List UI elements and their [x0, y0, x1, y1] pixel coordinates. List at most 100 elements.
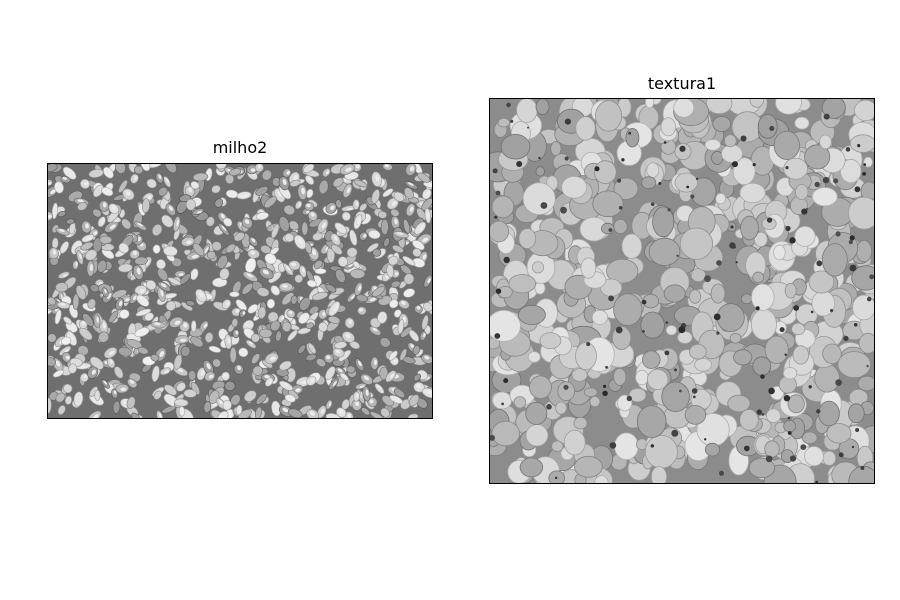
kernel-shape [334, 222, 347, 234]
kernel-highlight [246, 273, 254, 278]
granule-shape [783, 419, 797, 433]
kernel-highlight [416, 384, 421, 389]
kernel-highlight [167, 295, 174, 298]
kernel-highlight [96, 316, 99, 323]
kernel-highlight [120, 387, 127, 392]
kernel-shape [359, 203, 368, 212]
kernel-highlight [129, 335, 137, 339]
kernel-highlight [62, 177, 67, 180]
kernel-shape [417, 172, 431, 183]
kernel-shape [332, 177, 344, 188]
kernel-highlight [203, 323, 208, 328]
granule-shape [715, 192, 727, 205]
granule-shape [529, 375, 552, 400]
kernel-highlight [326, 355, 331, 360]
kernel-shape [126, 339, 143, 349]
granule-shape [821, 243, 848, 277]
kernel-highlight [328, 401, 332, 406]
kernel-shape [386, 264, 395, 278]
kernel-highlight [286, 170, 290, 175]
kernel-shape [294, 274, 303, 283]
kernel-shape [263, 196, 277, 208]
kernel-highlight [113, 390, 117, 395]
kernel-shape [190, 181, 200, 190]
kernel-highlight [101, 218, 105, 224]
kernel-shape [421, 314, 429, 330]
kernel-highlight [134, 176, 138, 181]
granule-shape [652, 206, 675, 238]
kernel-shape [48, 397, 52, 414]
kernel-shape [48, 333, 57, 343]
kernel-highlight [309, 281, 314, 284]
kernel-shape [267, 311, 279, 322]
panel-title: textura1 [647, 74, 717, 93]
kernel-highlight [282, 382, 289, 387]
kernel-shape [368, 229, 381, 239]
shadow-gap [854, 186, 861, 193]
kernel-highlight [426, 191, 430, 196]
kernel-shape [134, 327, 150, 338]
kernel-highlight [204, 246, 209, 254]
granule-shape [764, 335, 789, 365]
kernel-highlight [63, 348, 69, 353]
granule-shape [753, 231, 768, 247]
kernel-shape [108, 310, 119, 323]
kernel-highlight [260, 215, 267, 219]
granule-shape [694, 357, 713, 372]
kernel-shape [390, 208, 400, 217]
shadow-gap [650, 202, 655, 206]
granule-shape [808, 270, 835, 294]
kernel-shape [115, 164, 126, 174]
kernel-highlight [109, 359, 113, 364]
shadow-gap [849, 264, 857, 272]
granule-shape [775, 99, 802, 115]
kernel-highlight [151, 164, 159, 167]
granule-shape [641, 176, 657, 190]
kernel-highlight [391, 201, 397, 206]
granule-shape [740, 293, 753, 305]
kernel-highlight [69, 334, 75, 341]
granule-shape [491, 420, 520, 447]
kernel-highlight [62, 274, 68, 277]
kernel-highlight [147, 195, 152, 200]
kernel-shape [206, 250, 216, 260]
kernel-highlight [244, 219, 250, 224]
shadow-gap [686, 185, 690, 189]
kernel-shape [421, 198, 432, 211]
kernel-highlight [285, 265, 291, 271]
kernel-shape [176, 382, 186, 392]
kernel-shape [185, 198, 196, 211]
granule-shape [822, 343, 842, 365]
kernel-highlight [159, 351, 165, 357]
granule-shape [539, 332, 562, 350]
granule-shape [580, 257, 597, 279]
shadow-gap [546, 404, 552, 410]
kernel-highlight [309, 411, 316, 416]
kernel-shape [281, 292, 295, 306]
kernel-shape [307, 342, 317, 354]
shadow-gap [679, 389, 682, 393]
kernel-shape [241, 282, 254, 295]
kernel-highlight [424, 355, 430, 360]
shadow-gap [527, 126, 529, 129]
kernel-shape [289, 179, 301, 187]
kernel-highlight [393, 359, 398, 363]
granule-shape [783, 157, 808, 180]
kernel-shape [158, 186, 168, 197]
kernel-highlight [330, 205, 335, 211]
granule-shape [848, 196, 874, 230]
kernel-shape [408, 394, 420, 407]
kernel-shape [112, 400, 121, 414]
kernel-shape [192, 172, 209, 182]
kernel-highlight [422, 237, 429, 243]
kernel-highlight [281, 316, 285, 320]
shadow-gap [516, 161, 523, 167]
granule-shape [561, 176, 588, 199]
kernel-shape [251, 333, 260, 343]
kernel-highlight [416, 306, 421, 310]
kernel-shape [378, 210, 387, 219]
shadow-gap [800, 444, 807, 450]
kernel-shape [48, 164, 58, 173]
kernel-shape [204, 332, 214, 343]
kernel-highlight [160, 289, 164, 297]
